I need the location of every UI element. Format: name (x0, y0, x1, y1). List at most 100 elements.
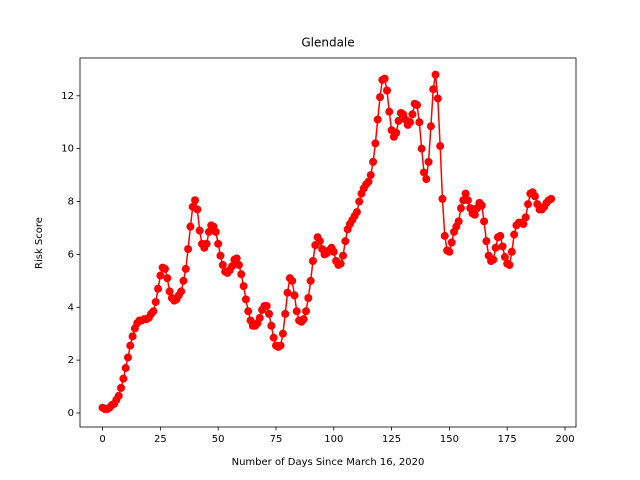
data-point (519, 219, 528, 228)
data-point (128, 332, 137, 341)
data-point (193, 205, 202, 214)
data-point (547, 194, 556, 203)
data-point (438, 194, 447, 203)
x-tick-label: 75 (270, 434, 283, 445)
data-point (195, 226, 204, 235)
data-point (308, 257, 317, 266)
plot-frame (79, 57, 577, 428)
data-point (278, 329, 287, 338)
data-point (234, 260, 243, 269)
data-point (204, 227, 213, 236)
data-point (366, 171, 375, 180)
data-point (436, 142, 445, 151)
data-point (480, 217, 489, 226)
data-point (408, 110, 417, 119)
data-point (406, 118, 415, 127)
data-point (156, 271, 165, 280)
y-tick-label: 10 (61, 144, 74, 155)
data-point (429, 85, 438, 94)
data-point (283, 288, 292, 297)
data-point (123, 353, 132, 362)
data-point (329, 247, 338, 256)
data-point (255, 313, 264, 322)
x-tick-label: 100 (324, 434, 343, 445)
data-point (302, 307, 311, 316)
chart-title: Glendale (301, 36, 354, 50)
data-point (440, 231, 449, 240)
y-tick-label: 6 (68, 249, 74, 260)
data-point (505, 260, 514, 269)
data-point (507, 247, 516, 256)
data-point (336, 259, 345, 268)
data-point (510, 230, 519, 239)
data-point (524, 200, 533, 209)
data-point (445, 247, 454, 256)
data-point (394, 116, 403, 125)
y-tick-label: 0 (68, 408, 74, 419)
data-point (126, 341, 135, 350)
data-point (376, 93, 385, 102)
x-tick-label: 150 (440, 434, 459, 445)
x-tick-label: 175 (498, 434, 517, 445)
data-point (352, 208, 361, 217)
y-tick-label: 4 (68, 302, 74, 313)
data-point (369, 157, 378, 166)
data-point (415, 118, 424, 127)
data-point (306, 276, 315, 285)
data-point (364, 177, 373, 186)
x-tick-label: 200 (555, 434, 574, 445)
data-point (232, 254, 241, 263)
data-point (498, 242, 507, 251)
data-point (241, 295, 250, 304)
data-point (304, 294, 313, 303)
data-point (371, 139, 380, 148)
data-point (292, 307, 301, 316)
data-point (237, 270, 246, 279)
data-point (211, 227, 220, 236)
data-point (165, 287, 174, 296)
x-tick-label: 50 (212, 434, 225, 445)
data-point (119, 374, 128, 383)
data-point (265, 309, 274, 318)
data-point (163, 274, 172, 283)
data-point (184, 245, 193, 254)
data-point (491, 243, 500, 252)
data-point (186, 222, 195, 231)
data-point (461, 189, 470, 198)
data-point (417, 144, 426, 153)
data-point (218, 260, 227, 269)
x-tick-label: 0 (99, 434, 105, 445)
data-point (454, 217, 463, 226)
data-point (339, 251, 348, 260)
data-point (341, 237, 350, 246)
data-point (191, 196, 200, 205)
data-point (380, 74, 389, 83)
data-point (373, 115, 382, 124)
data-point (117, 383, 126, 392)
data-point (216, 251, 225, 260)
data-point (288, 276, 297, 285)
data-point (392, 128, 401, 137)
data-point (160, 264, 169, 273)
data-point (413, 101, 422, 110)
data-point (422, 175, 431, 184)
data-point (463, 196, 472, 205)
x-tick-label: 25 (154, 434, 167, 445)
data-point (177, 287, 186, 296)
data-point (382, 86, 391, 95)
data-point (496, 231, 505, 240)
data-point (315, 237, 324, 246)
data-point (470, 210, 479, 219)
y-axis-label: Risk Score (34, 217, 45, 269)
data-point (424, 157, 433, 166)
data-point (521, 213, 530, 222)
data-point (281, 309, 290, 318)
data-point (530, 192, 539, 201)
data-point (179, 276, 188, 285)
data-point (151, 297, 160, 306)
data-point (431, 70, 440, 79)
data-point (121, 364, 130, 373)
data-point (290, 291, 299, 300)
